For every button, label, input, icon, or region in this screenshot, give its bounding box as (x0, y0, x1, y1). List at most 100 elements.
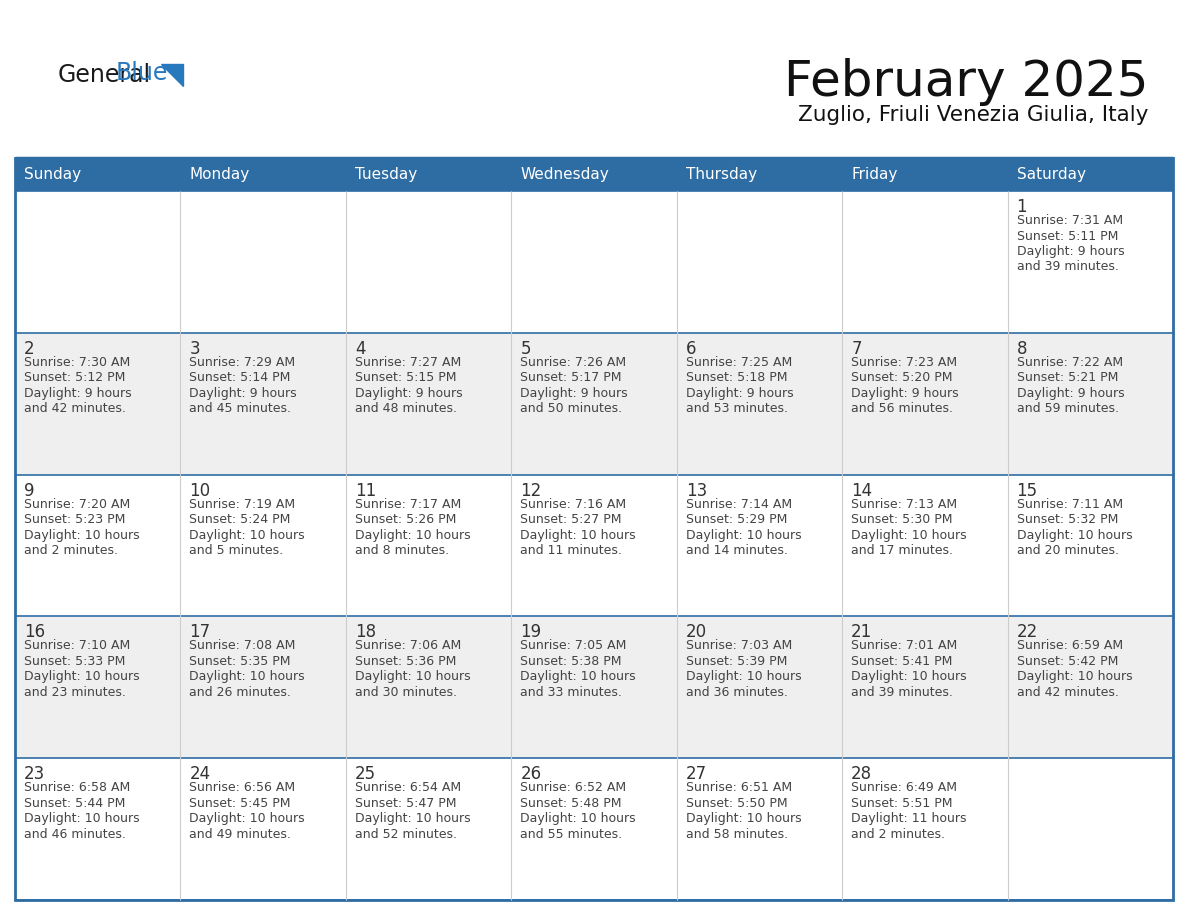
Text: Sunrise: 6:54 AM: Sunrise: 6:54 AM (355, 781, 461, 794)
Text: and 48 minutes.: and 48 minutes. (355, 402, 457, 415)
Text: 12: 12 (520, 482, 542, 499)
Text: 10: 10 (189, 482, 210, 499)
Text: and 50 minutes.: and 50 minutes. (520, 402, 623, 415)
Text: Daylight: 10 hours: Daylight: 10 hours (685, 529, 802, 542)
Text: Sunrise: 7:20 AM: Sunrise: 7:20 AM (24, 498, 131, 510)
Text: Sunrise: 7:19 AM: Sunrise: 7:19 AM (189, 498, 296, 510)
Text: Sunrise: 7:08 AM: Sunrise: 7:08 AM (189, 640, 296, 653)
Bar (15, 333, 181, 475)
Text: Saturday: Saturday (1017, 167, 1086, 182)
Text: Daylight: 9 hours: Daylight: 9 hours (1017, 245, 1124, 258)
Bar (15, 158, 181, 191)
Text: Friday: Friday (851, 167, 897, 182)
Text: Sunrise: 7:29 AM: Sunrise: 7:29 AM (189, 356, 296, 369)
Text: Zuglio, Friuli Venezia Giulia, Italy: Zuglio, Friuli Venezia Giulia, Italy (797, 105, 1148, 125)
Bar (511, 616, 677, 758)
Text: and 46 minutes.: and 46 minutes. (24, 828, 126, 841)
Text: Daylight: 10 hours: Daylight: 10 hours (851, 670, 967, 683)
Text: Wednesday: Wednesday (520, 167, 609, 182)
Text: Sunday: Sunday (24, 167, 81, 182)
Text: and 8 minutes.: and 8 minutes. (355, 544, 449, 557)
Text: 21: 21 (851, 623, 872, 642)
Text: Sunrise: 7:11 AM: Sunrise: 7:11 AM (1017, 498, 1123, 510)
Bar (1007, 191, 1173, 333)
Text: Daylight: 10 hours: Daylight: 10 hours (1017, 670, 1132, 683)
Text: Sunset: 5:18 PM: Sunset: 5:18 PM (685, 371, 788, 385)
Text: Daylight: 10 hours: Daylight: 10 hours (355, 529, 470, 542)
Text: Daylight: 9 hours: Daylight: 9 hours (1017, 386, 1124, 400)
Text: and 53 minutes.: and 53 minutes. (685, 402, 788, 415)
Bar (181, 191, 346, 333)
Text: Daylight: 9 hours: Daylight: 9 hours (851, 386, 959, 400)
Text: Daylight: 10 hours: Daylight: 10 hours (189, 529, 305, 542)
Text: 19: 19 (520, 623, 542, 642)
Bar (677, 191, 842, 333)
Text: and 20 minutes.: and 20 minutes. (1017, 544, 1119, 557)
Text: Sunset: 5:15 PM: Sunset: 5:15 PM (355, 371, 456, 385)
Text: 28: 28 (851, 766, 872, 783)
Text: and 23 minutes.: and 23 minutes. (24, 686, 126, 699)
Text: 22: 22 (1017, 623, 1038, 642)
Text: Daylight: 10 hours: Daylight: 10 hours (520, 670, 636, 683)
Text: and 58 minutes.: and 58 minutes. (685, 828, 788, 841)
Text: Sunrise: 7:17 AM: Sunrise: 7:17 AM (355, 498, 461, 510)
Text: 8: 8 (1017, 340, 1028, 358)
Text: and 45 minutes.: and 45 minutes. (189, 402, 291, 415)
Bar (181, 158, 346, 191)
Text: Daylight: 9 hours: Daylight: 9 hours (189, 386, 297, 400)
Text: Daylight: 9 hours: Daylight: 9 hours (685, 386, 794, 400)
Bar (511, 191, 677, 333)
Text: and 17 minutes.: and 17 minutes. (851, 544, 953, 557)
Text: Sunrise: 7:30 AM: Sunrise: 7:30 AM (24, 356, 131, 369)
Text: Sunrise: 7:25 AM: Sunrise: 7:25 AM (685, 356, 792, 369)
Text: and 14 minutes.: and 14 minutes. (685, 544, 788, 557)
Bar (346, 616, 511, 758)
Text: Sunrise: 7:31 AM: Sunrise: 7:31 AM (1017, 214, 1123, 227)
Text: Sunrise: 6:56 AM: Sunrise: 6:56 AM (189, 781, 296, 794)
Text: Tuesday: Tuesday (355, 167, 417, 182)
Text: 7: 7 (851, 340, 861, 358)
Bar (842, 475, 1007, 616)
Text: Sunset: 5:35 PM: Sunset: 5:35 PM (189, 655, 291, 668)
Text: Sunset: 5:42 PM: Sunset: 5:42 PM (1017, 655, 1118, 668)
Polygon shape (162, 64, 183, 86)
Bar (511, 158, 677, 191)
Bar (842, 758, 1007, 900)
Text: Sunset: 5:45 PM: Sunset: 5:45 PM (189, 797, 291, 810)
Bar (15, 475, 181, 616)
Bar (511, 758, 677, 900)
Text: Sunset: 5:24 PM: Sunset: 5:24 PM (189, 513, 291, 526)
Text: 13: 13 (685, 482, 707, 499)
Bar (1007, 758, 1173, 900)
Bar (677, 333, 842, 475)
Bar (842, 191, 1007, 333)
Bar (1007, 616, 1173, 758)
Text: and 5 minutes.: and 5 minutes. (189, 544, 284, 557)
Text: Blue: Blue (116, 61, 169, 85)
Text: Sunrise: 6:58 AM: Sunrise: 6:58 AM (24, 781, 131, 794)
Text: Daylight: 10 hours: Daylight: 10 hours (355, 812, 470, 825)
Text: Sunrise: 7:14 AM: Sunrise: 7:14 AM (685, 498, 792, 510)
Text: Daylight: 9 hours: Daylight: 9 hours (520, 386, 628, 400)
Text: 18: 18 (355, 623, 375, 642)
Text: and 55 minutes.: and 55 minutes. (520, 828, 623, 841)
Text: Daylight: 10 hours: Daylight: 10 hours (685, 812, 802, 825)
Bar (1007, 158, 1173, 191)
Text: 25: 25 (355, 766, 375, 783)
Bar (677, 616, 842, 758)
Text: 6: 6 (685, 340, 696, 358)
Text: Sunset: 5:26 PM: Sunset: 5:26 PM (355, 513, 456, 526)
Text: Sunrise: 7:06 AM: Sunrise: 7:06 AM (355, 640, 461, 653)
Text: Daylight: 10 hours: Daylight: 10 hours (189, 812, 305, 825)
Bar (842, 158, 1007, 191)
Text: Sunset: 5:20 PM: Sunset: 5:20 PM (851, 371, 953, 385)
Text: 5: 5 (520, 340, 531, 358)
Text: and 39 minutes.: and 39 minutes. (851, 686, 953, 699)
Text: Daylight: 10 hours: Daylight: 10 hours (1017, 529, 1132, 542)
Text: 27: 27 (685, 766, 707, 783)
Text: Sunset: 5:11 PM: Sunset: 5:11 PM (1017, 230, 1118, 242)
Text: Sunset: 5:39 PM: Sunset: 5:39 PM (685, 655, 788, 668)
Text: and 2 minutes.: and 2 minutes. (24, 544, 118, 557)
Text: 15: 15 (1017, 482, 1037, 499)
Bar (346, 158, 511, 191)
